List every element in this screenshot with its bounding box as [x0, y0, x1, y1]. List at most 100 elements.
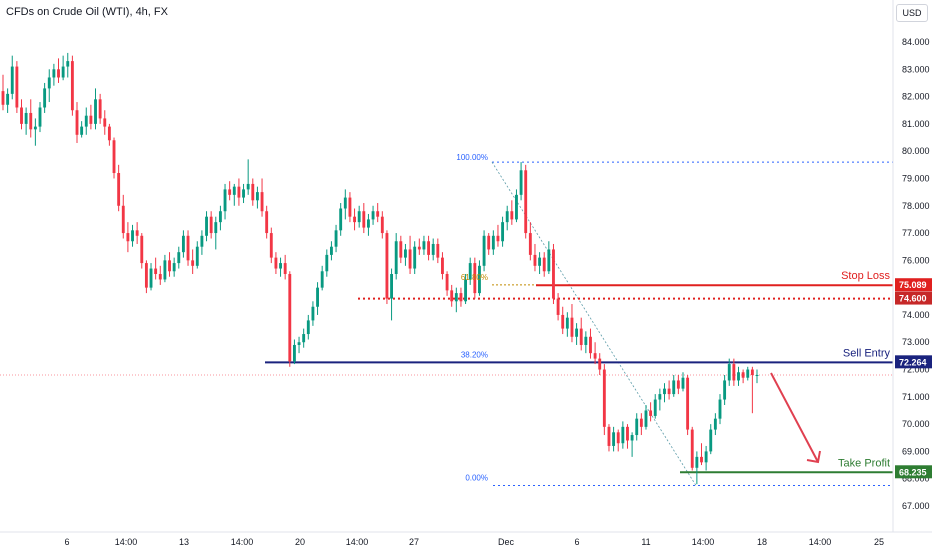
- candle-body: [6, 93, 10, 105]
- candle-body: [112, 140, 116, 174]
- time-tick-label: 14:00: [809, 537, 832, 547]
- currency-button[interactable]: USD: [896, 4, 928, 22]
- candle-body: [538, 257, 542, 266]
- candle-body: [468, 263, 472, 280]
- take-profit-price-badge-label: 68.235: [899, 467, 927, 477]
- candle-body: [339, 208, 343, 231]
- candle-body: [695, 456, 699, 468]
- candle-body: [570, 317, 574, 337]
- candle-body: [413, 246, 417, 269]
- sell-entry-price-badge: [895, 355, 932, 369]
- candle-body: [269, 233, 273, 258]
- candle-body: [283, 263, 287, 274]
- time-tick-label: 14:00: [346, 537, 369, 547]
- price-axis[interactable]: 84.000 83.000 82.000 81.000 80.000 79.000 78.0…: [892, 0, 932, 532]
- candle-body: [242, 189, 245, 198]
- candle-body: [367, 219, 370, 228]
- price-tick-label: 79.000: [902, 173, 930, 183]
- time-tick-label: 18: [757, 537, 767, 547]
- candle-body: [431, 243, 435, 255]
- candle-body: [528, 233, 532, 255]
- candle-body: [191, 260, 195, 266]
- candle-body: [639, 418, 643, 427]
- candle-body: [205, 216, 208, 236]
- candle-body: [94, 99, 97, 124]
- price-tick-label: 82.000: [902, 92, 930, 102]
- candle-body: [626, 426, 629, 441]
- time-axis[interactable]: 6 14:00 13 14:00 20 14:00 27 Dec 6 11 14:00 18 14:00…: [0, 531, 932, 547]
- candle-body: [755, 374, 759, 376]
- candle-body: [658, 394, 662, 400]
- candle-body: [163, 260, 167, 280]
- candle-body: [427, 241, 431, 255]
- price-tick-label: 84.000: [902, 37, 930, 47]
- candle-body: [524, 170, 528, 234]
- time-tick-label: 13: [179, 537, 189, 547]
- candle-body: [117, 173, 121, 206]
- stop-loss-price-badge-label: 75.089: [899, 280, 927, 290]
- candle-body: [441, 257, 444, 274]
- candle-body: [459, 293, 463, 302]
- candle-body: [43, 88, 47, 108]
- time-tick-label: 11: [641, 537, 650, 547]
- candle-body: [575, 328, 579, 337]
- candle-body: [579, 328, 583, 345]
- fib-382-label: 38.20%: [461, 350, 488, 359]
- candle-body: [228, 189, 232, 195]
- candle-body: [478, 265, 481, 294]
- candle-body: [177, 252, 181, 264]
- candle-body: [718, 399, 722, 419]
- candle-body: [542, 257, 546, 272]
- candle-body: [334, 230, 338, 247]
- candle-body: [561, 314, 565, 329]
- time-tick-label: Dec: [498, 537, 515, 547]
- candle-body: [385, 233, 389, 299]
- candle-body: [380, 216, 384, 234]
- candle-body: [723, 380, 727, 400]
- candle-body: [52, 69, 56, 78]
- candle-body: [38, 107, 42, 127]
- candle-body: [172, 263, 176, 272]
- candle-body: [149, 268, 153, 288]
- price-tick-label: 67.000: [902, 501, 930, 511]
- candle-body: [598, 358, 602, 370]
- candle-body: [510, 211, 514, 220]
- candle-body: [265, 211, 269, 234]
- sell-entry-label: Sell Entry: [843, 347, 891, 359]
- candle-body: [681, 377, 685, 389]
- price-tick-label: 78.000: [902, 201, 930, 211]
- candle-body: [255, 192, 259, 201]
- candle-body: [144, 263, 148, 288]
- candle-body: [686, 377, 690, 430]
- time-tick-label: 14:00: [115, 537, 138, 547]
- candle-body: [24, 112, 28, 124]
- candle-body: [589, 336, 592, 354]
- candle-body: [47, 77, 51, 89]
- candle-body: [218, 211, 222, 223]
- time-tick-label: 14:00: [231, 537, 254, 547]
- candlestick-series: [1, 52, 759, 485]
- candle-body: [552, 249, 555, 299]
- candle-body: [602, 369, 606, 427]
- candle-body: [232, 186, 236, 195]
- fib-0-label: 0.00%: [465, 474, 488, 483]
- fib-100-label: 100.00%: [456, 153, 488, 162]
- candle-body: [741, 372, 745, 378]
- candle-body: [292, 344, 296, 362]
- candle-body: [390, 274, 393, 299]
- candle-body: [750, 369, 754, 375]
- candle-body: [501, 222, 505, 242]
- candle-body: [422, 241, 426, 250]
- candle-body: [565, 317, 569, 329]
- candle-body: [607, 426, 611, 446]
- resistance-price-badge-label: 74.600: [899, 294, 927, 304]
- take-profit-price-badge: [895, 465, 932, 479]
- candle-body: [260, 192, 264, 212]
- candle-body: [464, 279, 468, 302]
- sell-entry-price-badge-label: 72.264: [899, 357, 927, 367]
- take-profit-label: Take Profit: [838, 457, 890, 469]
- candle-body: [556, 298, 560, 315]
- candle-body: [329, 246, 333, 255]
- candle-body: [75, 110, 79, 135]
